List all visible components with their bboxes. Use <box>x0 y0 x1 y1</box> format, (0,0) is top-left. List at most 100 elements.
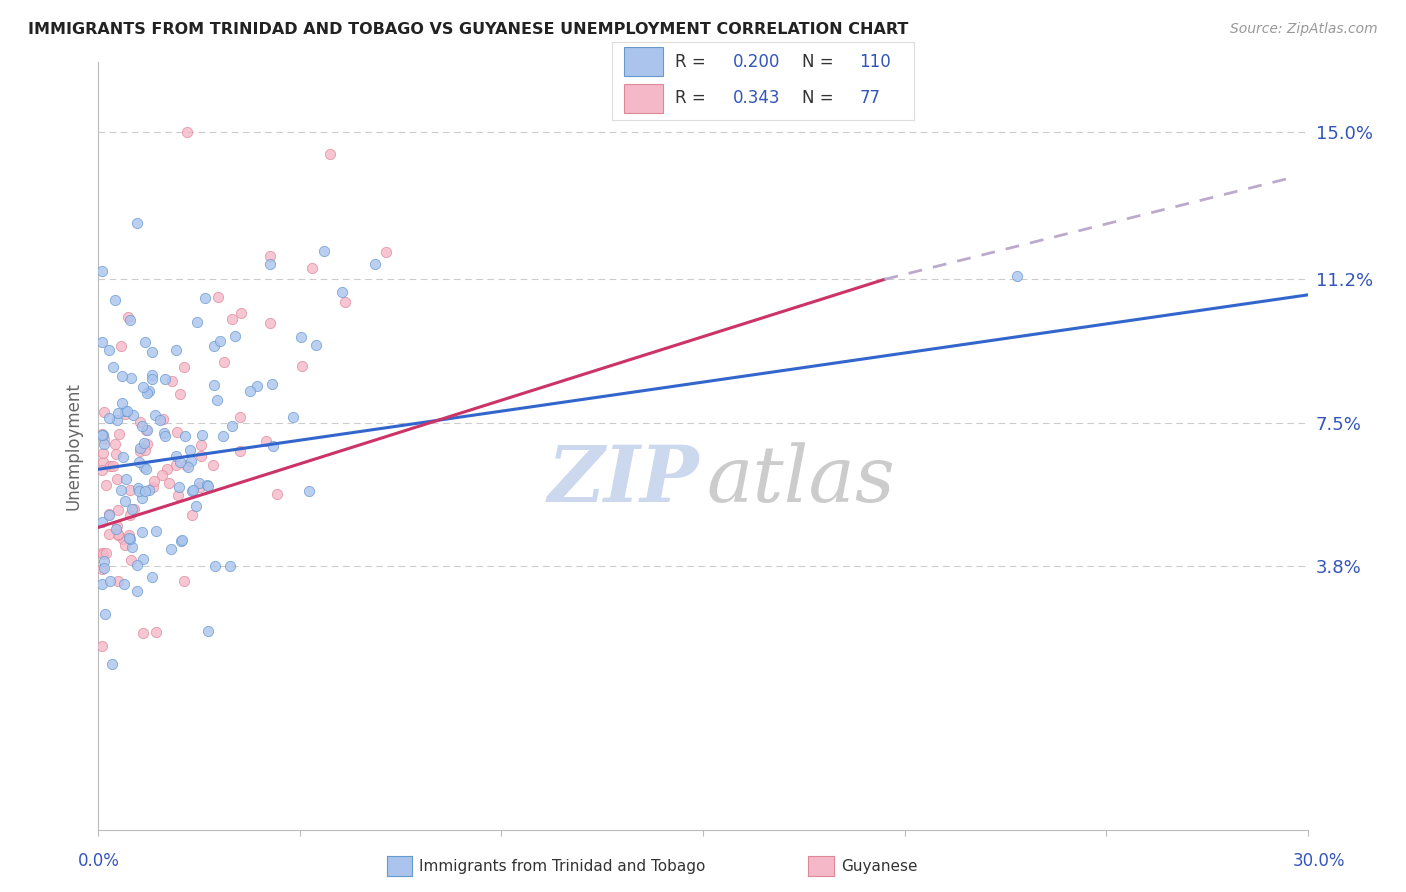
Point <box>166 425 188 439</box>
Point <box>129 444 152 458</box>
Point <box>114 538 136 552</box>
Point <box>112 577 135 591</box>
Point <box>246 379 269 393</box>
Point <box>107 413 129 427</box>
Point <box>166 487 188 501</box>
Point <box>122 408 145 422</box>
Point <box>197 624 219 638</box>
Point <box>207 290 229 304</box>
Point <box>173 574 195 588</box>
Point <box>128 416 150 430</box>
Point <box>97 343 120 357</box>
Point <box>188 480 211 494</box>
Point <box>173 428 195 442</box>
Point <box>98 526 121 541</box>
Point <box>259 257 281 271</box>
Text: R =: R = <box>675 89 711 107</box>
Y-axis label: Unemployment: Unemployment <box>65 382 83 510</box>
Point <box>91 446 114 460</box>
Text: Source: ZipAtlas.com: Source: ZipAtlas.com <box>1230 22 1378 37</box>
Point <box>93 428 115 442</box>
Point <box>117 310 139 324</box>
Point <box>160 541 183 556</box>
Point <box>143 409 166 423</box>
Point <box>91 562 114 576</box>
Text: 110: 110 <box>859 53 891 70</box>
Point <box>177 459 200 474</box>
Point <box>101 360 124 375</box>
Point <box>141 371 163 385</box>
Point <box>262 376 284 391</box>
Point <box>259 316 281 330</box>
Point <box>121 370 143 384</box>
Point <box>131 525 153 540</box>
Text: 77: 77 <box>859 89 880 107</box>
Point <box>128 455 150 469</box>
Point <box>91 263 114 277</box>
Point <box>132 436 155 450</box>
Point <box>181 508 204 522</box>
Point <box>91 455 114 469</box>
Point <box>239 384 262 398</box>
Point <box>374 245 396 260</box>
Point <box>170 534 193 549</box>
Point <box>122 502 145 516</box>
Point <box>107 574 129 588</box>
Point <box>107 528 129 542</box>
Point <box>153 372 176 386</box>
Point <box>97 410 120 425</box>
Point <box>301 261 323 276</box>
Point <box>176 125 198 139</box>
Point <box>254 434 277 448</box>
Point <box>94 607 117 621</box>
Point <box>314 244 336 258</box>
Point <box>91 515 114 529</box>
Point <box>167 480 190 494</box>
Point <box>298 484 321 499</box>
Point <box>91 639 114 653</box>
Point <box>94 477 117 491</box>
Point <box>153 429 176 443</box>
Point <box>186 315 208 329</box>
Point <box>150 467 173 482</box>
Point <box>188 475 211 490</box>
Point <box>202 378 225 392</box>
FancyBboxPatch shape <box>624 85 664 112</box>
Point <box>169 455 191 469</box>
Point <box>318 146 340 161</box>
Point <box>364 257 387 271</box>
Point <box>141 344 163 359</box>
Point <box>221 312 243 326</box>
Point <box>118 532 141 546</box>
Point <box>221 418 243 433</box>
Point <box>128 484 150 499</box>
Point <box>98 508 121 522</box>
Point <box>152 412 174 426</box>
Point <box>91 426 114 441</box>
Point <box>141 570 163 584</box>
Text: 30.0%: 30.0% <box>1292 852 1346 870</box>
Point <box>141 368 163 382</box>
Point <box>121 501 143 516</box>
Point <box>97 508 120 522</box>
Text: N =: N = <box>801 53 839 70</box>
Point <box>155 461 177 475</box>
Point <box>127 583 149 598</box>
Point <box>191 428 214 442</box>
Point <box>204 559 226 574</box>
Point <box>98 459 121 474</box>
Point <box>107 527 129 541</box>
Point <box>105 519 128 533</box>
Point <box>131 419 153 434</box>
Point <box>134 459 156 474</box>
Point <box>112 450 135 464</box>
Point <box>104 522 127 536</box>
Point <box>93 437 115 451</box>
Point <box>105 447 128 461</box>
Point <box>208 334 231 349</box>
Point <box>132 552 155 566</box>
Point <box>197 479 219 493</box>
Point <box>281 410 304 425</box>
Point <box>205 393 228 408</box>
Point <box>118 528 141 542</box>
